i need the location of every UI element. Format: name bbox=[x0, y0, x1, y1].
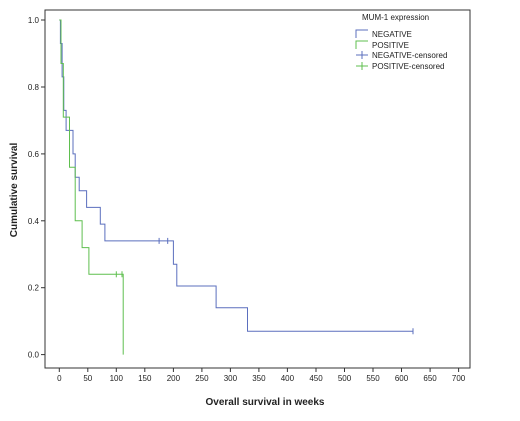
x-tick-label: 650 bbox=[423, 374, 437, 383]
legend-swatch-negative-censored bbox=[356, 51, 368, 59]
x-tick-label: 550 bbox=[366, 374, 380, 383]
y-tick-label: 1.0 bbox=[28, 16, 40, 25]
y-axis-title: Cumulative survival bbox=[9, 143, 20, 238]
legend-label-positive-censored: POSITIVE-censored bbox=[372, 62, 444, 71]
legend-title: MUM-1 expression bbox=[362, 13, 429, 22]
x-tick-label: 0 bbox=[57, 374, 62, 383]
x-axis-title: Overall survival in weeks bbox=[206, 397, 325, 408]
y-tick-label: 0.0 bbox=[28, 351, 40, 360]
plot-frame bbox=[44, 9, 471, 369]
y-tick-label: 0.6 bbox=[28, 150, 40, 159]
legend-label-negative-censored: NEGATIVE-censored bbox=[372, 51, 447, 60]
legend-label-positive: POSITIVE bbox=[372, 41, 409, 50]
censor-marks bbox=[115, 237, 414, 335]
x-tick-label: 700 bbox=[452, 374, 466, 383]
series-line-negative bbox=[59, 19, 413, 332]
y-tick-label: 0.2 bbox=[28, 284, 40, 293]
series-line-positive bbox=[59, 19, 124, 355]
x-tick-label: 250 bbox=[195, 374, 209, 383]
legend-label-negative: NEGATIVE bbox=[372, 30, 412, 39]
x-tick-label: 500 bbox=[338, 374, 352, 383]
legend-item-negative: NEGATIVE bbox=[355, 29, 412, 39]
legend-swatch-positive-censored bbox=[356, 62, 368, 70]
x-tick-label: 600 bbox=[395, 374, 409, 383]
x-tick-label: 450 bbox=[309, 374, 323, 383]
legend-item-positive-censored: POSITIVE-censored bbox=[356, 62, 444, 71]
x-tick-label: 200 bbox=[167, 374, 181, 383]
x-tick-label: 150 bbox=[138, 374, 152, 383]
legend-item-positive: POSITIVE bbox=[355, 40, 409, 50]
legend-item-negative-censored: NEGATIVE-censored bbox=[356, 51, 447, 60]
x-tick-label: 400 bbox=[281, 374, 295, 383]
legend-swatch-positive bbox=[355, 40, 368, 49]
legend: MUM-1 expression NEGATIVE POSITIVE NEGAT… bbox=[355, 13, 447, 71]
y-tick-label: 0.8 bbox=[28, 83, 40, 92]
legend-swatch-negative bbox=[355, 29, 368, 38]
y-axis: 0.0 0.2 0.4 0.6 0.8 1.0 bbox=[28, 16, 45, 360]
survival-curves bbox=[59, 19, 413, 355]
y-tick-label: 0.4 bbox=[28, 217, 40, 226]
x-tick-label: 300 bbox=[224, 374, 238, 383]
x-axis: 0 50 100 150 200 250 300 350 400 450 500 550 600 650 7… bbox=[57, 368, 466, 383]
x-tick-label: 50 bbox=[83, 374, 92, 383]
x-tick-label: 350 bbox=[252, 374, 266, 383]
x-tick-label: 100 bbox=[110, 374, 124, 383]
